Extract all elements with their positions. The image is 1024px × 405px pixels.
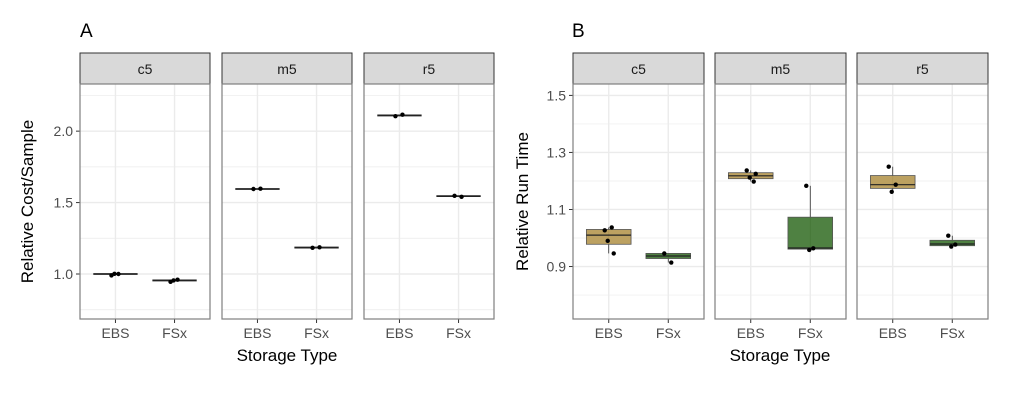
y-tick-label: 1.3 bbox=[547, 144, 567, 160]
facet-strip-label: c5 bbox=[631, 61, 646, 77]
panel-border bbox=[714, 83, 847, 320]
panel-border bbox=[79, 83, 211, 320]
box-EBS bbox=[869, 175, 916, 189]
data-point bbox=[400, 112, 405, 117]
panel-border bbox=[856, 83, 989, 320]
facet-r5: r5 EBS FSx bbox=[363, 52, 495, 341]
data-point bbox=[669, 260, 674, 265]
x-tick-label: FSx bbox=[656, 325, 681, 341]
x-tick-label: EBS bbox=[595, 325, 623, 341]
facet-strip-label: m5 bbox=[771, 61, 791, 77]
facet-strip-label: c5 bbox=[138, 61, 153, 77]
facet-strip bbox=[79, 52, 211, 85]
panel-label: A bbox=[80, 21, 93, 42]
panel-background bbox=[715, 84, 846, 319]
y-tick-label: 0.9 bbox=[547, 259, 567, 275]
data-point bbox=[393, 113, 398, 119]
facet-strip-label: r5 bbox=[916, 61, 929, 77]
panel-border bbox=[363, 83, 495, 320]
x-tick-label: EBS bbox=[101, 325, 129, 341]
facet-m5: m5 EBS FSx bbox=[714, 52, 847, 341]
x-tick-label: FSx bbox=[446, 325, 471, 341]
y-tick-label: 1.0 bbox=[54, 266, 74, 282]
x-tick-label: FSx bbox=[798, 325, 823, 341]
x-tick-label: EBS bbox=[243, 325, 271, 341]
data-point bbox=[804, 183, 809, 189]
x-tick-label: EBS bbox=[385, 325, 413, 341]
facet-c5: c5 EBS FSx bbox=[572, 52, 705, 341]
data-point bbox=[258, 186, 263, 191]
y-axis-title: Relative Cost/Sample bbox=[18, 120, 37, 283]
data-point bbox=[116, 271, 121, 277]
data-point bbox=[949, 244, 954, 249]
x-tick-label: EBS bbox=[737, 325, 765, 341]
x-tick-label: FSx bbox=[162, 325, 187, 341]
y-tick-label: 1.1 bbox=[547, 201, 567, 217]
data-point bbox=[171, 278, 176, 283]
data-point bbox=[112, 271, 117, 277]
data-point bbox=[889, 189, 894, 195]
data-point bbox=[602, 228, 607, 233]
data-point bbox=[751, 179, 756, 184]
data-point bbox=[893, 182, 898, 187]
x-tick-label: FSx bbox=[304, 325, 329, 341]
x-axis-title: Storage Type bbox=[730, 346, 831, 365]
panel-background bbox=[222, 84, 352, 319]
data-point bbox=[251, 186, 256, 192]
facet-m5: m5 EBS FSx bbox=[221, 52, 353, 341]
data-point bbox=[662, 251, 667, 256]
facet-strip-label: m5 bbox=[277, 61, 297, 77]
data-point bbox=[609, 225, 614, 230]
data-point bbox=[946, 233, 951, 238]
facet-strip bbox=[572, 52, 705, 85]
x-axis-title: Storage Type bbox=[237, 346, 338, 365]
data-point bbox=[452, 193, 457, 199]
x-tick-label: EBS bbox=[879, 325, 907, 341]
data-point bbox=[310, 245, 315, 251]
data-point bbox=[807, 247, 812, 253]
panel-background bbox=[364, 84, 494, 319]
panel-border bbox=[572, 83, 705, 320]
data-point bbox=[605, 238, 610, 244]
data-point bbox=[459, 194, 464, 200]
y-tick-label: 1.5 bbox=[54, 195, 74, 211]
panel-label: B bbox=[572, 21, 585, 42]
facet-strip-label: r5 bbox=[423, 61, 436, 77]
facet-c5: c5 EBS FSx bbox=[79, 52, 211, 341]
data-point bbox=[175, 277, 180, 282]
y-tick-label: 1.5 bbox=[547, 87, 567, 103]
data-point bbox=[753, 171, 758, 177]
facet-strip bbox=[363, 52, 495, 85]
box-EBS bbox=[585, 229, 632, 245]
x-tick-label: FSx bbox=[940, 325, 965, 341]
data-point bbox=[811, 246, 816, 251]
data-point bbox=[953, 242, 958, 247]
panel-background bbox=[857, 84, 988, 319]
box-FSx bbox=[787, 216, 834, 250]
y-tick-label: 2.0 bbox=[54, 123, 74, 139]
chart-A: A Relative Cost/Sample Storage Type 1.0 1.5 2… bbox=[18, 21, 495, 365]
facet-r5: r5 EBS FSx bbox=[856, 52, 989, 341]
panel-border bbox=[221, 83, 353, 320]
data-point bbox=[611, 251, 616, 256]
y-axis-title: Relative Run Time bbox=[513, 132, 532, 271]
data-point bbox=[744, 168, 749, 173]
data-point bbox=[317, 245, 322, 250]
data-point bbox=[886, 164, 891, 169]
facet-strip bbox=[714, 52, 847, 85]
facet-strip bbox=[856, 52, 989, 85]
facet-strip bbox=[221, 52, 353, 85]
data-point bbox=[747, 175, 752, 180]
panel-background bbox=[80, 84, 210, 319]
panel-background bbox=[573, 84, 704, 319]
chart-B: B Relative Run Time Storage Type 0.9 1.1 1.3 1… bbox=[513, 21, 989, 365]
